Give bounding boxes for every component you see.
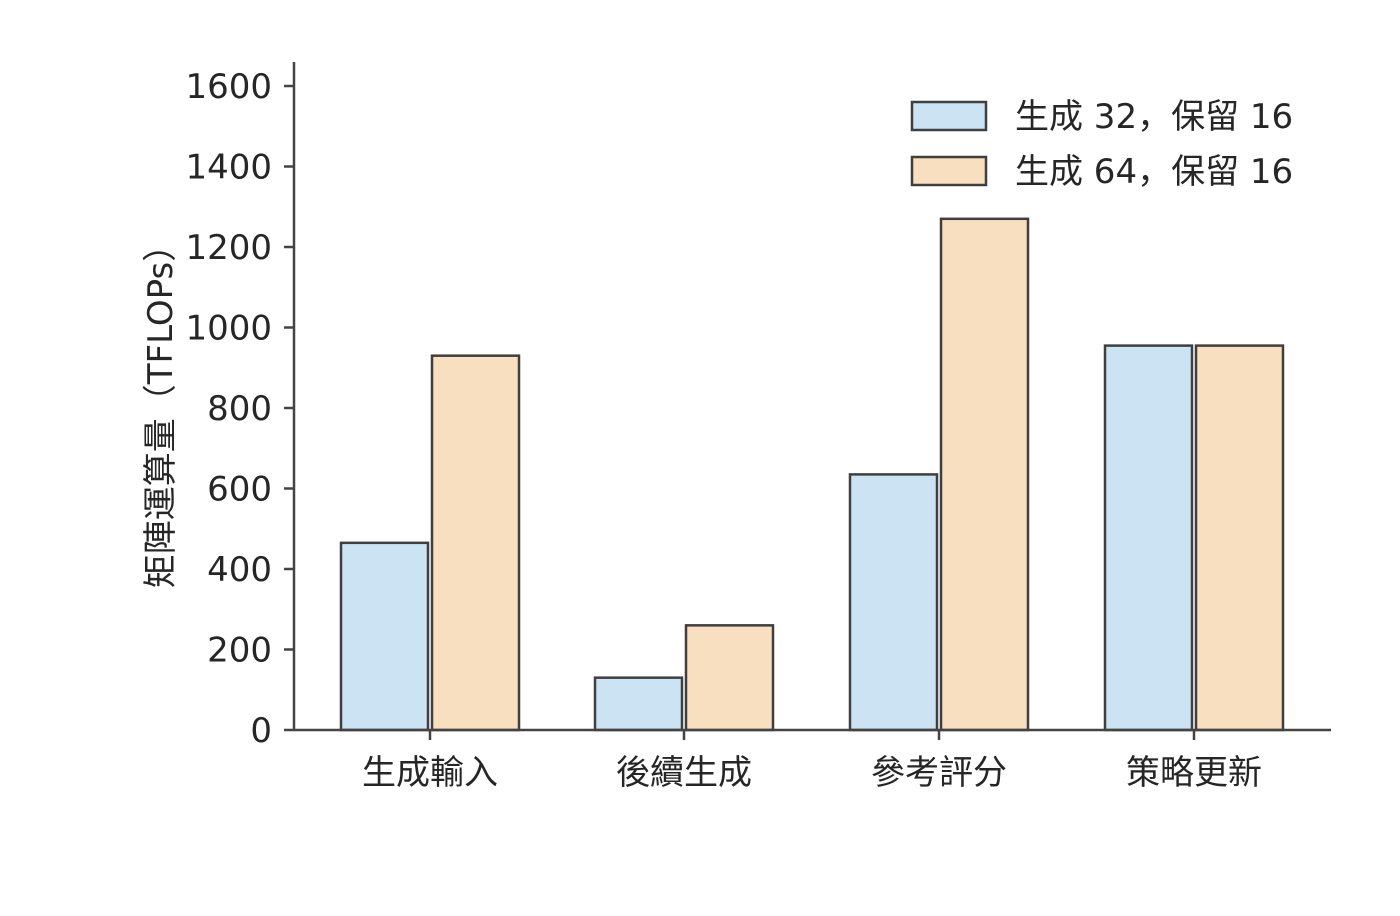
y-tick-label: 400 bbox=[207, 550, 272, 590]
bar-series-1-4 bbox=[1103, 344, 1194, 732]
x-tick-label: 生成輸入 bbox=[362, 753, 498, 793]
x-ticks: 生成輸入 後續生成 參考評分 策略更新 bbox=[362, 730, 1262, 793]
bar-series-1-2 bbox=[593, 676, 684, 732]
y-tick-label: 200 bbox=[207, 631, 272, 671]
legend-swatch-2 bbox=[910, 155, 988, 187]
y-tick-label: 800 bbox=[207, 389, 272, 429]
y-tick-label: 1000 bbox=[185, 309, 272, 349]
legend-swatch-1 bbox=[910, 100, 988, 132]
x-tick-label: 參考評分 bbox=[871, 753, 1007, 793]
y-tick-label: 600 bbox=[207, 470, 272, 510]
x-tick-label: 後續生成 bbox=[616, 753, 752, 793]
y-tick-label: 1400 bbox=[185, 148, 272, 188]
bar-series-2-4 bbox=[1194, 344, 1285, 732]
bar-series-2-2 bbox=[684, 624, 775, 732]
y-axis-label: 矩陣運算量（TFLOPs） bbox=[141, 228, 181, 588]
bar-series-1-1 bbox=[339, 541, 430, 732]
axes-layer bbox=[292, 62, 1331, 732]
y-tick-label: 1600 bbox=[185, 67, 272, 107]
y-tick-label: 0 bbox=[250, 711, 272, 751]
legend-label-1: 生成 32，保留 16 bbox=[1015, 97, 1293, 137]
bar-series-2-3 bbox=[939, 217, 1030, 732]
legend-label-2: 生成 64，保留 16 bbox=[1015, 152, 1293, 192]
legend: 生成 32，保留 16 生成 64，保留 16 bbox=[910, 97, 1293, 192]
bar-series-1-3 bbox=[848, 473, 939, 732]
bars-layer bbox=[339, 217, 1285, 732]
bar-series-2-1 bbox=[430, 354, 521, 732]
y-tick-label: 1200 bbox=[185, 228, 272, 268]
y-ticks: 0 200 400 600 800 1000 1200 1400 1600 bbox=[185, 67, 294, 751]
x-tick-label: 策略更新 bbox=[1126, 753, 1262, 793]
